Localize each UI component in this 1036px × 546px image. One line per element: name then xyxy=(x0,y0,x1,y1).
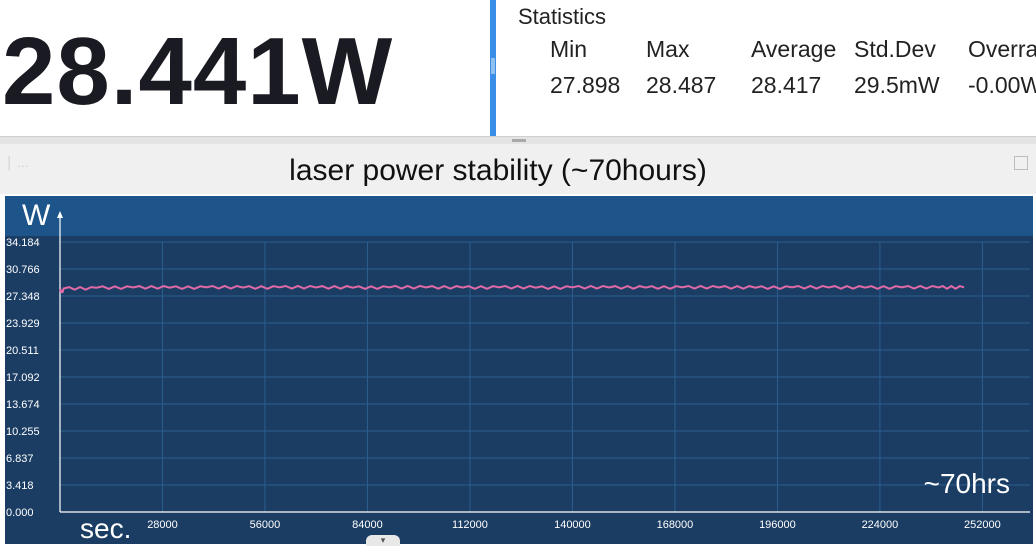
x-tick-label: 196000 xyxy=(759,519,796,531)
plot-background xyxy=(5,196,1033,544)
stat-value-min: 27.898 xyxy=(550,72,621,98)
x-tick-label: 140000 xyxy=(554,519,591,531)
stat-value-average: 28.417 xyxy=(751,72,822,98)
axes xyxy=(57,211,1030,513)
x-tick-labels: 28000 56000 84000 112000 140000 168000 196000 2… xyxy=(147,519,1001,531)
stat-header-max: Max xyxy=(646,36,690,62)
power-reading-panel: 28.441W xyxy=(0,0,490,136)
y-tick-label: 6.837 xyxy=(6,453,34,465)
x-tick-label: 168000 xyxy=(657,519,694,531)
y-tick-label: 10.255 xyxy=(6,426,40,438)
stat-header-average: Average xyxy=(751,36,837,62)
statistics-panel: Statistics Min Max Average Std.Dev Overr… xyxy=(496,0,1036,136)
stat-value-overrange: -0.00W xyxy=(968,72,1036,98)
x-tick-label: 224000 xyxy=(862,519,899,531)
y-tick-label: 3.418 xyxy=(6,480,34,492)
vertical-splitter[interactable] xyxy=(490,0,496,136)
y-tick-label: 23.929 xyxy=(6,318,40,330)
x-tick-label: 112000 xyxy=(452,519,488,531)
duration-annotation: ~70hrs xyxy=(924,468,1010,499)
y-axis-label: W xyxy=(22,199,51,232)
power-reading-value: 28.441W xyxy=(2,18,394,125)
y-tick-label: 34.184 xyxy=(6,237,40,249)
horizontal-splitter[interactable] xyxy=(0,136,1036,145)
y-tick-label: 13.674 xyxy=(6,399,40,411)
y-axis-arrow-icon xyxy=(57,211,63,218)
stat-value-max: 28.487 xyxy=(646,72,717,98)
statistics-title: Statistics xyxy=(518,4,607,29)
x-tick-label: 252000 xyxy=(964,519,1001,531)
y-tick-label: 17.092 xyxy=(6,372,40,384)
stat-header-min: Min xyxy=(550,36,588,62)
stat-header-overrange: Overra xyxy=(968,36,1036,62)
chart-title: laser power stability (~70hours) xyxy=(289,154,707,187)
x-axis-label: sec. xyxy=(80,513,131,544)
series-line xyxy=(59,284,965,294)
y-tick-label: 0.000 xyxy=(6,507,34,519)
y-tick-label: 20.511 xyxy=(6,345,39,357)
stat-value-stddev: 29.5mW xyxy=(854,72,940,98)
expand-toggle-icon[interactable]: ▾ xyxy=(366,535,400,546)
x-tick-label: 84000 xyxy=(352,519,383,531)
x-tick-label: 56000 xyxy=(250,519,281,531)
chart-header: │ … laser power stability (~70hours) xyxy=(0,144,1036,194)
x-tick-label: 28000 xyxy=(147,519,178,531)
stat-header-stddev: Std.Dev xyxy=(854,36,936,62)
y-tick-labels: 0.000 3.418 6.837 10.255 13.674 17.092 20.511 2… xyxy=(6,237,40,519)
splitter-grip-icon xyxy=(491,58,495,74)
y-tick-label: 27.348 xyxy=(6,291,40,303)
y-tick-label: 30.766 xyxy=(6,264,40,276)
maximize-icon[interactable] xyxy=(1014,156,1028,170)
plot-top-band xyxy=(5,196,1033,236)
toolbar-icons[interactable]: │ … xyxy=(6,156,29,170)
power-chart: 0.000 3.418 6.837 10.255 13.674 17.092 20.511 2… xyxy=(0,194,1036,546)
splitter-grip-icon xyxy=(512,139,526,142)
